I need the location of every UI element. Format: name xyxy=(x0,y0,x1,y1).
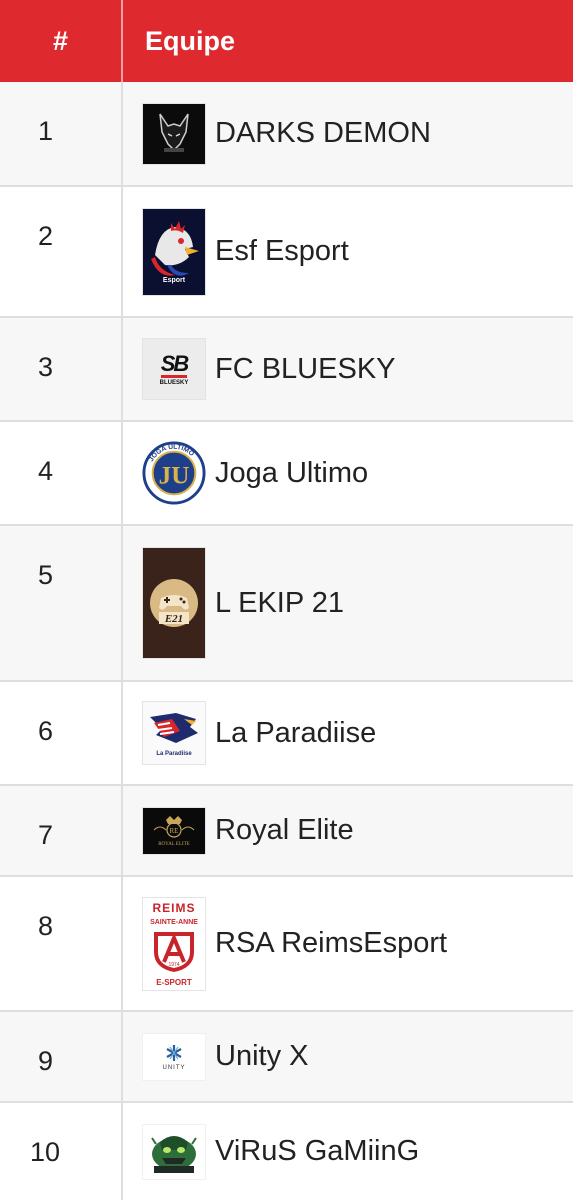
rank-cell: 9 xyxy=(0,1012,123,1101)
table-row[interactable]: 10 ViRuS GaMiinG xyxy=(0,1103,573,1200)
logo-subtext: BLUESKY xyxy=(159,379,189,386)
svg-text:JU: JU xyxy=(159,463,190,490)
svg-text:RE: RE xyxy=(170,827,179,835)
team-name[interactable]: Royal Elite xyxy=(215,814,354,846)
team-name[interactable]: La Paradiise xyxy=(215,716,377,749)
team-name[interactable]: Esf Esport xyxy=(215,235,349,267)
team-cell: RE ROYAL ELITE Royal Elite xyxy=(123,786,573,875)
team-cell: ViRuS GaMiinG xyxy=(123,1103,573,1200)
rank-column-header: # xyxy=(0,0,123,82)
logo-text: ROYAL ELITE xyxy=(158,842,190,847)
team-name[interactable]: Joga Ultimo xyxy=(215,456,369,489)
logo-text: E21 xyxy=(164,613,183,625)
logo-text: UNITY xyxy=(162,1064,186,1071)
rank-cell: 7 xyxy=(0,786,123,875)
table-row[interactable]: 3 SB BLUESKY FC BLUESKY xyxy=(0,318,573,422)
table-header: # Equipe xyxy=(0,0,573,82)
team-name[interactable]: ViRuS GaMiinG xyxy=(215,1135,420,1167)
table-row[interactable]: 5 E21 L EKIP 21 xyxy=(0,526,573,682)
team-cell: REIMS SAINTE-ANNE 1974 E-SPORT RSA Reims… xyxy=(123,877,573,1010)
rank-cell: 4 xyxy=(0,422,123,524)
table-row[interactable]: 7 RE ROYAL ELITE Royal Elite xyxy=(0,786,573,877)
team-cell: E21 L EKIP 21 xyxy=(123,526,573,680)
rank-cell: 10 xyxy=(0,1103,123,1200)
logo-text-bottom: E-SPORT xyxy=(156,977,192,987)
team-cell: DARKS DEMON xyxy=(123,82,573,185)
virus-mascot-logo-icon xyxy=(142,1123,206,1180)
team-name[interactable]: Unity X xyxy=(215,1040,309,1072)
joga-ultimo-crest-icon: JU JOGA ULTIMO xyxy=(142,439,206,507)
team-name[interactable]: L EKIP 21 xyxy=(215,586,344,619)
gamepad-logo-icon: E21 xyxy=(142,547,206,659)
logo-text: Esport xyxy=(162,277,186,284)
royal-elite-crest-icon: RE ROYAL ELITE xyxy=(142,806,206,855)
table-row[interactable]: 6 La Paradiise La Paradiise xyxy=(0,682,573,786)
logo-text-top: REIMS xyxy=(152,900,196,915)
eagle-logo-icon: La Paradiise xyxy=(142,701,206,765)
rank-cell: 8 xyxy=(0,877,123,1010)
team-cell: Esport Esf Esport xyxy=(123,187,573,316)
logo-text: SB xyxy=(160,350,189,378)
sb-monogram-logo-icon: SB BLUESKY xyxy=(142,338,206,400)
wolf-logo-icon xyxy=(142,102,206,165)
table-row[interactable]: 9 UNITY Unity X xyxy=(0,1012,573,1103)
rank-cell: 1 xyxy=(0,82,123,185)
rank-cell: 2 xyxy=(0,187,123,316)
team-column-header: Equipe xyxy=(145,25,236,56)
unity-logo-icon: UNITY xyxy=(142,1032,206,1081)
table-row[interactable]: 1 DARKS DEMON xyxy=(0,82,573,187)
crest-year: 1974 xyxy=(168,962,179,968)
rooster-logo-icon: Esport xyxy=(142,207,206,296)
team-name[interactable]: DARKS DEMON xyxy=(215,117,431,149)
logo-text: La Paradiise xyxy=(156,751,192,757)
logo-text-mid: SAINTE-ANNE xyxy=(150,918,198,926)
reims-crest-icon: REIMS SAINTE-ANNE 1974 E-SPORT xyxy=(142,896,206,991)
table-row[interactable]: 8 REIMS SAINTE-ANNE 1974 E-SPORT RSA Rei… xyxy=(0,877,573,1012)
team-cell: UNITY Unity X xyxy=(123,1012,573,1101)
team-name[interactable]: RSA ReimsEsport xyxy=(215,927,448,959)
team-cell: JU JOGA ULTIMO Joga Ultimo xyxy=(123,422,573,524)
rank-cell: 3 xyxy=(0,318,123,420)
table-row[interactable]: 2 Esport Esf Esport xyxy=(0,187,573,318)
team-cell: SB BLUESKY FC BLUESKY xyxy=(123,318,573,420)
rank-cell: 5 xyxy=(0,526,123,680)
team-name[interactable]: FC BLUESKY xyxy=(215,352,396,385)
rank-cell: 6 xyxy=(0,682,123,784)
table-row[interactable]: 4 JU JOGA ULTIMO Joga Ultimo xyxy=(0,422,573,526)
team-cell: La Paradiise La Paradiise xyxy=(123,682,573,784)
